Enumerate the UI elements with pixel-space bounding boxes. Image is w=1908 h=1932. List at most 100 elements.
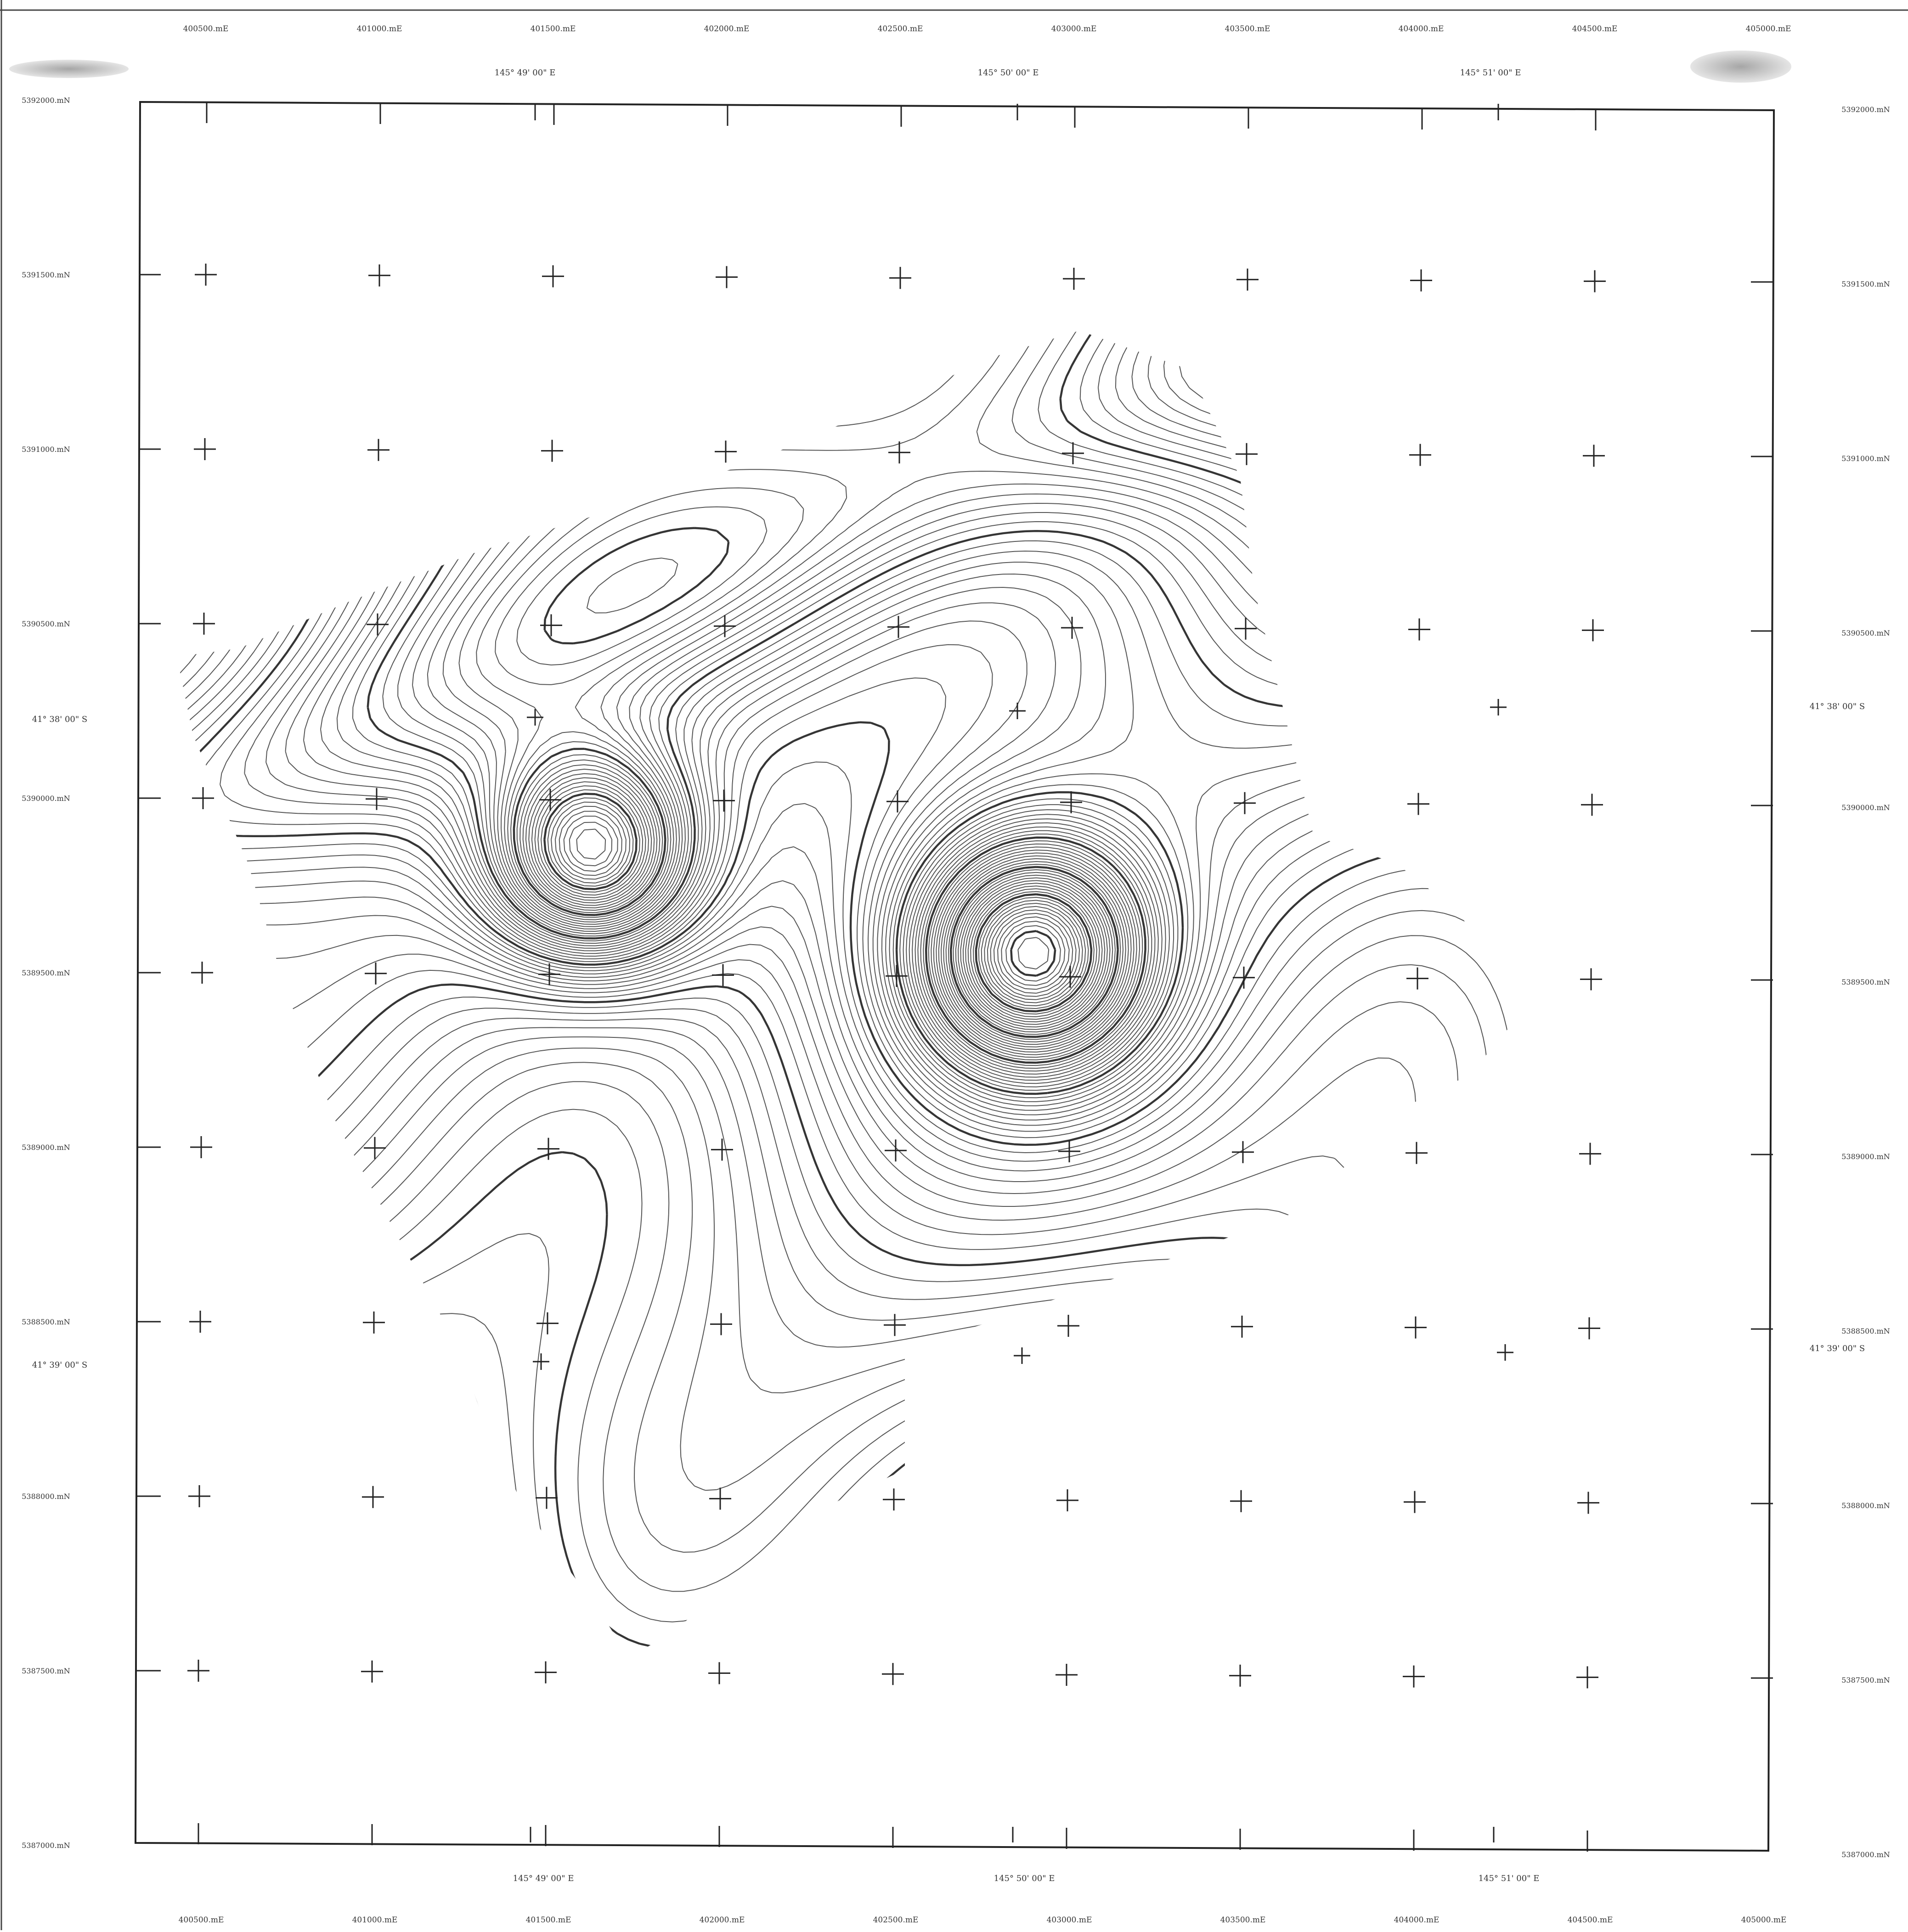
contour-line: [177, 1233, 1227, 1658]
contour-line: [984, 903, 1083, 1003]
contour-line: [519, 331, 1516, 1058]
northing-label-left: 5390500.mN: [22, 620, 70, 628]
contour-line: [177, 1018, 1516, 1646]
easting-label-top: 403000.mE: [1051, 24, 1097, 34]
geo-cross: [1014, 1347, 1030, 1364]
grid-cross: [713, 789, 735, 812]
contour-line: [177, 1575, 342, 1658]
grid-cross: [883, 1488, 905, 1511]
grid-cross: [1058, 1140, 1080, 1162]
grid-cross: [1233, 966, 1255, 989]
grid-cross: [1580, 968, 1602, 991]
latitude-label-left: 41° 39' 00" S: [32, 1360, 87, 1370]
contour-line: [990, 909, 1077, 997]
grid-cross: [884, 1314, 906, 1336]
contour-line: [177, 338, 1516, 1115]
grid-cross: [540, 614, 562, 636]
northing-label-right: 5387000.mN: [1841, 1850, 1890, 1859]
grid-cross: [1584, 270, 1606, 293]
contour-line: [177, 1109, 1272, 1658]
grid-cross: [361, 1660, 383, 1683]
contour-line: [1005, 925, 1061, 982]
grid-cross: [1234, 792, 1256, 814]
easting-label-bottom: 401000.mE: [352, 1915, 398, 1925]
contour-line: [177, 392, 1516, 1132]
easting-label-top: 405000.mE: [1746, 24, 1791, 34]
northing-label-left: 5392000.mN: [22, 96, 70, 105]
northing-label-right: 5388000.mN: [1841, 1501, 1890, 1510]
grid-cross: [886, 965, 908, 987]
grid-cross: [192, 787, 214, 809]
grid-cross: [712, 964, 734, 986]
contour-line: [352, 331, 1516, 1098]
contour-line: [177, 997, 1516, 1613]
contour-line: [569, 331, 1444, 1023]
easting-label-bottom: 404000.mE: [1394, 1915, 1439, 1925]
contour-line: [177, 1036, 1516, 1658]
easting-label-bottom: 400500.mE: [179, 1915, 224, 1925]
grid-cross: [1581, 794, 1603, 816]
northing-label-left: 5389500.mN: [22, 969, 70, 977]
contour-line: [1017, 937, 1050, 970]
easting-label-top: 404000.mE: [1399, 24, 1444, 34]
easting-label-top: 400500.mE: [183, 24, 229, 34]
grid-cross: [187, 1660, 209, 1682]
contour-line: [177, 1348, 1185, 1658]
grid-cross: [1404, 1491, 1426, 1513]
grid-cross: [1057, 1315, 1079, 1337]
northing-label-right: 5389500.mN: [1841, 978, 1890, 986]
grid-cross: [537, 1138, 559, 1160]
grid-cross: [885, 1139, 907, 1162]
frame-ticks-group: [135, 102, 1773, 1852]
northing-label-right: 5390000.mN: [1841, 803, 1890, 812]
contour-line: [177, 1027, 1516, 1658]
grid-cross: [1056, 1489, 1078, 1511]
northing-label-right: 5391000.mN: [1841, 454, 1890, 463]
easting-label-bottom: 402000.mE: [700, 1915, 745, 1925]
contour-line: [177, 1008, 1516, 1630]
grid-cross: [191, 962, 213, 984]
grid-cross: [368, 264, 390, 287]
scan-smudge-top-left: [9, 60, 129, 78]
grid-cross: [538, 963, 560, 986]
grid-crosses-group: [187, 264, 1606, 1689]
grid-cross: [536, 1312, 559, 1335]
index-contour: [177, 1471, 440, 1658]
grid-cross: [1409, 444, 1431, 466]
grid-cross: [539, 789, 561, 811]
easting-label-top: 402500.mE: [878, 24, 923, 34]
grid-cross: [1236, 443, 1258, 465]
grid-cross: [1577, 1492, 1599, 1514]
contour-line: [177, 455, 1516, 1162]
easting-label-top: 401000.mE: [357, 24, 402, 34]
grid-cross: [365, 962, 387, 985]
longitude-label-top: 145° 50' 00" E: [978, 68, 1039, 78]
grid-cross: [1060, 791, 1082, 813]
contour-line: [987, 906, 1080, 1000]
northing-label-right: 5391500.mN: [1841, 280, 1890, 288]
contour-line: [495, 331, 1516, 1069]
grid-cross: [1576, 1666, 1598, 1689]
northing-label-right: 5387500.mN: [1841, 1676, 1890, 1684]
northing-label-left: 5391500.mN: [22, 270, 70, 279]
contour-line: [516, 331, 1516, 1060]
grid-cross: [542, 265, 564, 287]
grid-labels-group: 400500.mE 400500.mE 401000.mE 401000.mE 4015…: [22, 24, 1890, 1925]
contour-line: [177, 1520, 393, 1658]
geo-cross: [533, 1353, 549, 1370]
latitude-label-right: 41° 38' 00" S: [1810, 702, 1865, 711]
grid-cross: [536, 1487, 558, 1509]
longitude-label-bottom: 145° 50' 00" E: [994, 1874, 1055, 1883]
contour-line: [970, 888, 1097, 1017]
grid-cross: [709, 1487, 731, 1510]
contour-line: [177, 1409, 1118, 1658]
contour-line: [177, 1372, 1164, 1658]
grid-cross: [1410, 269, 1432, 292]
grid-cross: [367, 613, 389, 636]
grid-cross: [887, 616, 909, 638]
contour-line: [177, 505, 1516, 1484]
contour-line: [177, 1619, 299, 1658]
grid-cross: [708, 1662, 730, 1684]
